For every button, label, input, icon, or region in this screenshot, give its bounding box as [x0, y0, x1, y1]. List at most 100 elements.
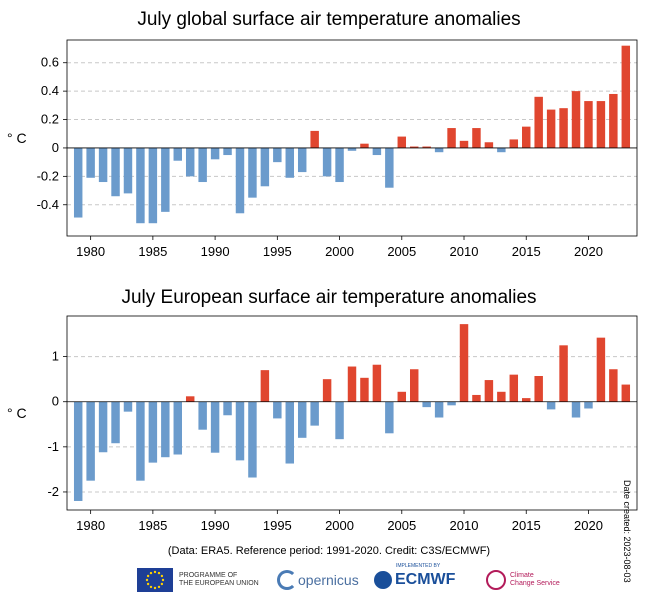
- europe-bar-1979: [73, 401, 83, 501]
- c3s-text-line1: Climate: [510, 572, 534, 579]
- europe-bar-2001: [347, 366, 357, 402]
- global-bar-1985: [148, 147, 158, 224]
- global-bar-1997: [297, 147, 307, 173]
- europe-bar-2005: [397, 391, 407, 402]
- global-bar-1992: [235, 147, 245, 214]
- europe-bar-1980: [86, 401, 95, 481]
- global-bar-2016: [534, 96, 543, 148]
- europe-xtick-label: 2015: [512, 518, 541, 533]
- europe-bar-1992: [235, 401, 245, 461]
- global-xtick-label: 1985: [138, 244, 167, 259]
- global-xtick-label: 2020: [574, 244, 603, 259]
- europe-bar-2017: [546, 401, 556, 410]
- europe-bar-1994: [260, 370, 270, 402]
- global-bar-1981: [98, 147, 108, 183]
- global-bar-1987: [173, 147, 182, 161]
- global-xtick-label: 2010: [450, 244, 479, 259]
- global-xtick-label: 1995: [263, 244, 292, 259]
- europe-bar-2008: [434, 401, 444, 418]
- europe-bar-2019: [571, 401, 581, 418]
- global-ytick-label: 0.6: [41, 55, 59, 70]
- europe-bar-1987: [173, 401, 182, 455]
- europe-ytick-label: 1: [52, 349, 59, 364]
- global-bar-1996: [285, 147, 295, 178]
- europe-bar-2022: [609, 369, 618, 402]
- global-xtick-label: 2015: [512, 244, 541, 259]
- global-bar-2001: [347, 147, 357, 151]
- europe-ytick-label: 0: [52, 394, 59, 409]
- ecmwf-implemented-by: IMPLEMENTED BY: [396, 563, 441, 569]
- europe-bar-2013: [497, 391, 506, 402]
- global-bar-1990: [210, 147, 220, 160]
- global-bar-1994: [260, 147, 270, 187]
- global-bar-1984: [136, 147, 145, 224]
- global-bar-2008: [434, 147, 444, 153]
- global-bar-2011: [472, 128, 481, 148]
- europe-xtick-label: 1980: [76, 518, 105, 533]
- europe-bar-2015: [522, 398, 531, 402]
- global-bar-1989: [198, 147, 207, 183]
- copernicus-text: opernicus: [298, 572, 359, 588]
- europe-ylabel: ° C: [7, 405, 27, 421]
- global-bar-2022: [609, 93, 618, 148]
- global-xtick-label: 2005: [387, 244, 416, 259]
- global-bar-2019: [571, 91, 581, 148]
- global-xtick-label: 2000: [325, 244, 354, 259]
- europe-bar-1988: [185, 396, 195, 402]
- global-bar-2015: [522, 126, 531, 148]
- europe-xtick-label: 2005: [387, 518, 416, 533]
- europe-bar-1998: [310, 401, 319, 426]
- europe-xtick-label: 2010: [450, 518, 479, 533]
- global-bar-2014: [509, 139, 519, 148]
- europe-bar-2018: [559, 345, 568, 402]
- global-bar-2020: [584, 101, 593, 148]
- global-bar-2009: [447, 128, 456, 148]
- eu-text-line2: THE EUROPEAN UNION: [179, 580, 259, 587]
- europe-ytick-label: -2: [47, 484, 59, 499]
- eu-flag-icon: [137, 568, 173, 592]
- global-bar-1991: [223, 147, 232, 156]
- global-bar-1988: [185, 147, 195, 177]
- europe-bar-2002: [360, 377, 369, 402]
- europe-bar-2000: [335, 401, 344, 440]
- global-xtick-label: 1990: [201, 244, 230, 259]
- europe-bar-1997: [297, 401, 307, 438]
- europe-bar-2006: [409, 369, 419, 402]
- ecmwf-icon: [374, 571, 392, 589]
- global-bar-1982: [111, 147, 120, 197]
- c3s-icon: [486, 570, 506, 590]
- global-bar-1986: [161, 147, 170, 212]
- europe-bar-1993: [248, 401, 257, 478]
- global-bar-2002: [360, 143, 369, 148]
- europe-bar-1985: [148, 401, 158, 463]
- europe-bar-2020: [584, 401, 593, 409]
- global-bar-2017: [546, 109, 556, 148]
- global-ylabel: ° C: [7, 130, 27, 146]
- eu-programme-logo: PROGRAMME OF THE EUROPEAN UNION: [137, 565, 259, 595]
- global-plot-frame: [66, 39, 638, 237]
- europe-bar-1991: [223, 401, 232, 416]
- europe-bar-1984: [136, 401, 145, 481]
- europe-bar-2003: [372, 364, 382, 402]
- copernicus-icon: [277, 570, 297, 590]
- europe-plot-frame: [66, 315, 638, 511]
- eu-text-line1: PROGRAMME OF: [179, 572, 238, 579]
- global-xtick-label: 1980: [76, 244, 105, 259]
- global-bar-2004: [385, 147, 394, 188]
- global-bar-1998: [310, 130, 319, 148]
- europe-bar-2004: [385, 401, 394, 434]
- global-bar-2003: [372, 147, 382, 156]
- europe-bar-2023: [621, 384, 631, 402]
- europe-bar-1986: [161, 401, 170, 458]
- europe-xtick-label: 1990: [201, 518, 230, 533]
- copernicus-logo: opernicus: [277, 565, 359, 595]
- europe-xtick-label: 2020: [574, 518, 603, 533]
- global-bar-2005: [397, 136, 407, 148]
- europe-ytick-label: -1: [47, 439, 59, 454]
- global-bar-2021: [596, 101, 606, 148]
- europe-xtick-label: 1985: [138, 518, 167, 533]
- global-bar-2010: [459, 140, 469, 148]
- europe-bar-2012: [484, 380, 494, 402]
- data-credit: (Data: ERA5. Reference period: 1991-2020…: [167, 545, 491, 557]
- chart1-title: July global surface air temperature anom…: [137, 9, 521, 30]
